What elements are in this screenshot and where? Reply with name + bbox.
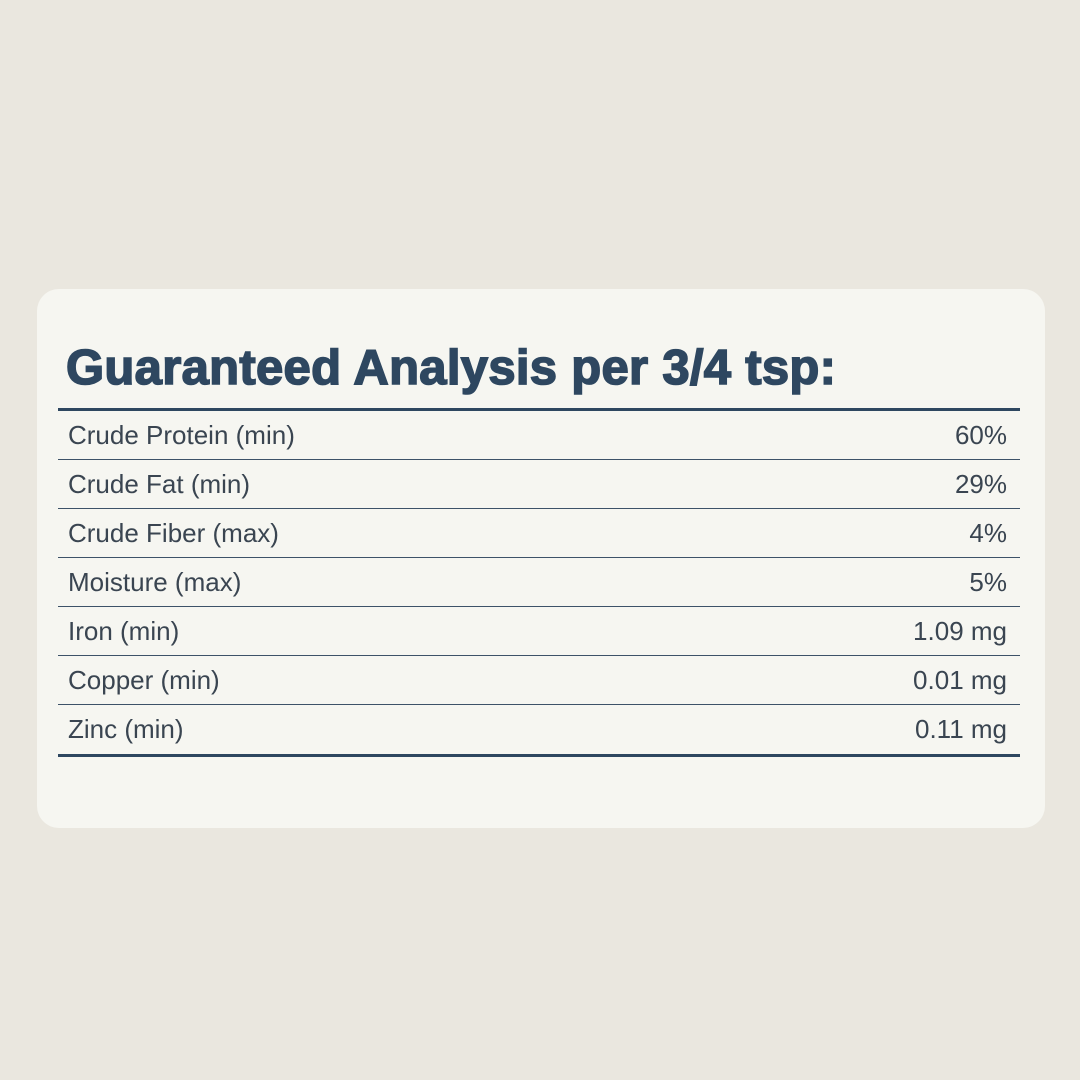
table-row: Crude Protein (min) 60% [58, 411, 1020, 460]
row-label: Moisture (max) [68, 566, 242, 597]
row-value: 0.11 mg [914, 714, 1007, 744]
table-row: Copper (min) 0.01 mg [58, 656, 1020, 705]
table-row: Moisture (max) 5% [58, 558, 1020, 607]
row-value: 4% [969, 517, 1007, 548]
table-row: Crude Fat (min) 29% [58, 460, 1020, 509]
page-title: Guaranteed Analysis per 3/4 tsp: [65, 340, 837, 396]
analysis-table: Crude Protein (min) 60% Crude Fat (min) 29… [58, 408, 1020, 757]
table-row: Iron (min) 1.09 mg [58, 607, 1020, 656]
row-value: 1.09 mg [913, 615, 1007, 646]
row-label: Crude Fiber (max) [68, 517, 279, 548]
row-label: Crude Fat (min) [68, 468, 251, 499]
row-label: Copper (min) [68, 664, 220, 695]
row-label: Zinc (min) [68, 714, 184, 744]
row-label: Iron (min) [68, 615, 180, 646]
analysis-card [37, 289, 1045, 828]
row-value: 5% [969, 566, 1007, 597]
row-value: 29% [954, 468, 1007, 499]
table-row: Crude Fiber (max) 4% [58, 509, 1020, 558]
row-value: 0.01 mg [913, 664, 1007, 695]
row-value: 60% [954, 419, 1007, 450]
row-label: Crude Protein (min) [68, 419, 295, 450]
table-row: Zinc (min) 0.11 mg [58, 705, 1020, 754]
